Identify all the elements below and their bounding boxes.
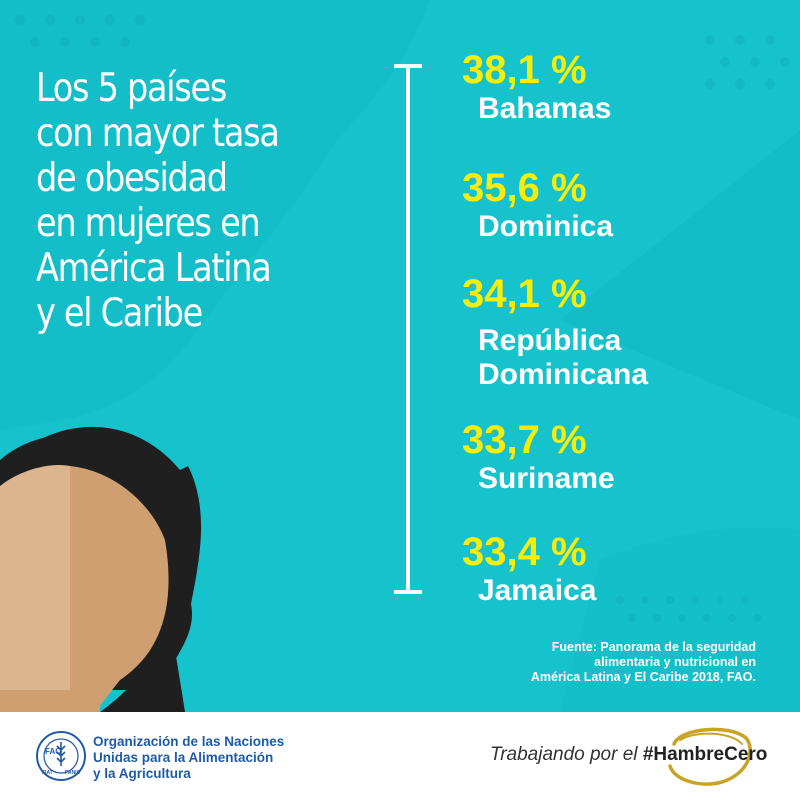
- ranking-item-republica-dominicana: 34,1 % República Dominicana: [462, 272, 648, 392]
- percent-value: 33,4 %: [462, 530, 587, 574]
- headline-line: América Latina: [36, 246, 272, 291]
- country-name: Bahamas: [478, 92, 612, 125]
- ranking-item-jamaica: 33,4 % Jamaica: [462, 530, 596, 608]
- source-line: alimentaria y nutricional en: [594, 655, 756, 669]
- headline-line: en mujeres en: [36, 201, 261, 246]
- source-note: Fuente: Panorama de la seguridad aliment…: [426, 640, 756, 685]
- country-name: República: [478, 324, 622, 357]
- logo-letters-ring-right: PANIS: [65, 770, 81, 776]
- country-name: Suriname: [478, 462, 615, 495]
- logo-letters-top: FAO: [45, 747, 61, 756]
- country-name: Dominicana: [478, 358, 649, 391]
- ranking-item-dominica: 35,6 % Dominica: [462, 166, 613, 244]
- percent-value: 38,1 %: [462, 48, 587, 92]
- headline: Los 5 países con mayor tasa de obesidad …: [36, 66, 303, 336]
- org-name-line: y la Agricultura: [93, 766, 191, 781]
- bracket-cap-top: [394, 64, 422, 68]
- headline-line: Los 5 países: [36, 66, 227, 111]
- headline-line: con mayor tasa: [36, 111, 280, 156]
- source-line: América Latina y El Caribe 2018, FAO.: [530, 670, 756, 684]
- slogan-text: Trabajando por el: [490, 744, 638, 765]
- percent-value: 33,7 %: [462, 418, 587, 462]
- bracket-cap-bottom: [394, 590, 422, 594]
- country-name: Dominica: [478, 210, 614, 243]
- headline-line: de obesidad: [36, 156, 228, 201]
- footer-bar: [0, 712, 800, 800]
- org-name-line: Unidas para la Alimentación: [93, 750, 274, 765]
- logo-letters-ring-left: FIAT: [42, 770, 53, 776]
- woman-face-illustration: [0, 426, 202, 712]
- slogan: Trabajando por el #HambreCero: [490, 744, 767, 766]
- country-name: Jamaica: [478, 574, 597, 607]
- source-line: Fuente: Panorama de la seguridad: [551, 640, 756, 654]
- bracket-line: [406, 66, 410, 592]
- ranking-item-suriname: 33,7 % Suriname: [462, 418, 615, 496]
- ranking-item-bahamas: 38,1 % Bahamas: [462, 48, 611, 126]
- fao-emblem-icon: FAO FIAT PANIS: [36, 731, 86, 781]
- organization-name: Organización de las Naciones Unidas para…: [93, 734, 284, 782]
- percent-value: 34,1 %: [462, 272, 587, 316]
- hashtag-ring-icon: [668, 727, 752, 786]
- headline-line: y el Caribe: [36, 291, 203, 336]
- hashtag-text: #HambreCero: [642, 744, 768, 765]
- org-name-line: Organización de las Naciones: [93, 734, 285, 749]
- percent-value: 35,6 %: [462, 166, 587, 210]
